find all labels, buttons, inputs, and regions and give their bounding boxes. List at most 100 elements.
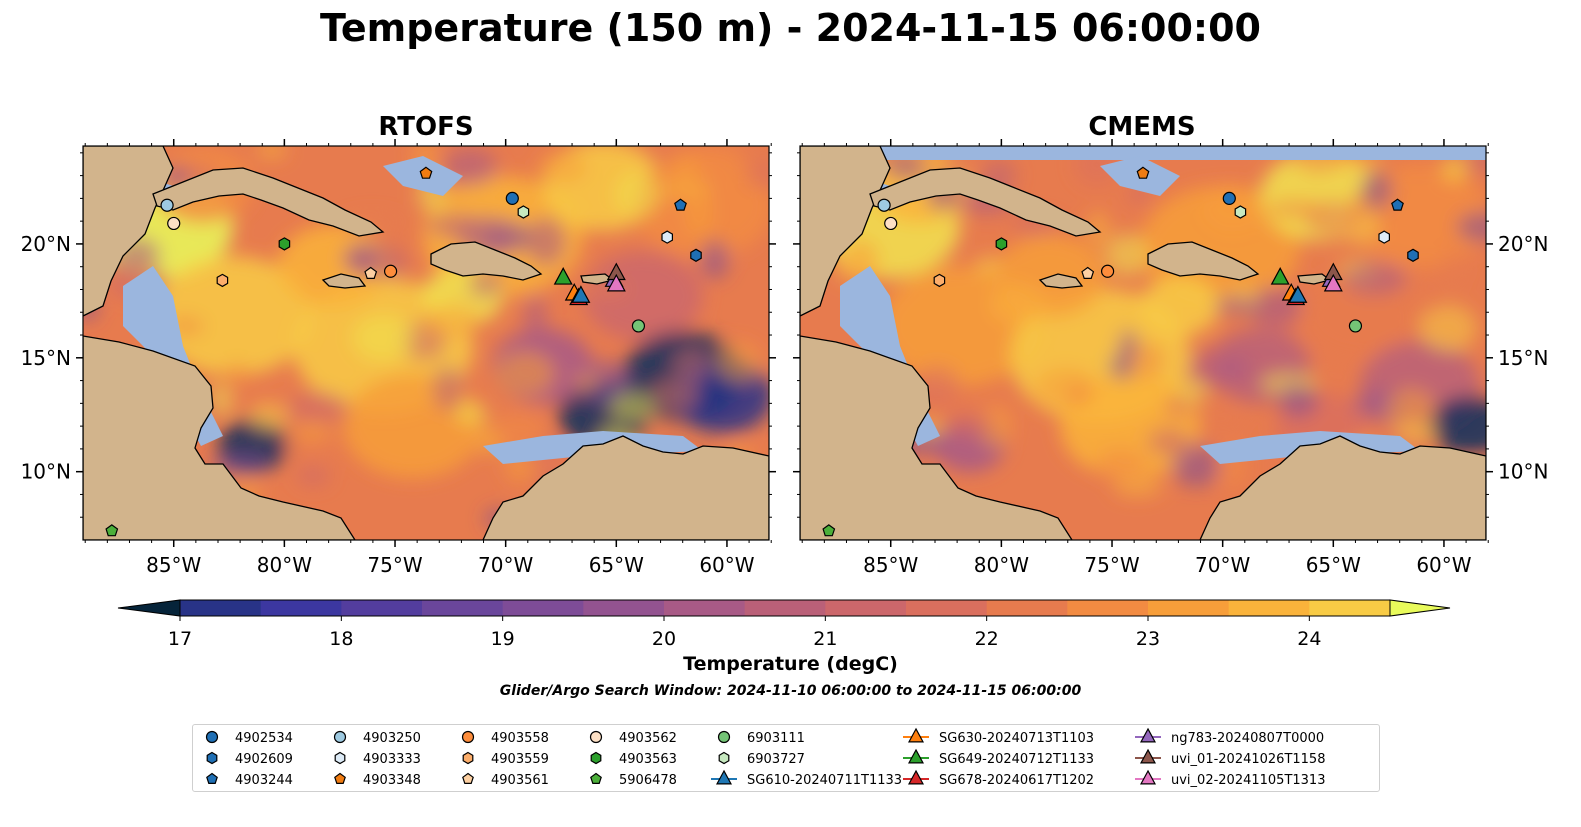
legend-entry: 4903250 [333, 730, 421, 746]
colorbar-max-extend [1389, 599, 1451, 617]
colorbar-bin [1228, 600, 1310, 616]
legend-entry: uvi_01-20241026T1158 [1135, 748, 1325, 767]
legend-label: 4903562 [619, 731, 677, 746]
legend-marker [206, 772, 218, 785]
colorbar-label: Temperature (degC) [683, 653, 898, 675]
colorbar-bin [502, 600, 584, 616]
float-marker-4902534 [505, 191, 519, 205]
float-marker-4903563 [995, 237, 1008, 251]
float-marker-5906478 [822, 524, 836, 537]
lon-tick-label: 65°W [1306, 553, 1361, 577]
colorbar-bin [825, 600, 907, 616]
lon-tick-label: 85°W [863, 553, 918, 577]
float-marker-4903244 [1391, 198, 1404, 211]
lon-tick-label: 75°W [367, 553, 422, 577]
legend-entry: 4903558 [461, 730, 549, 746]
colorbar-bin [1148, 600, 1230, 616]
float-marker-4903562 [884, 216, 898, 231]
legend-label: 4903561 [491, 773, 549, 788]
lon-tick-label: 70°W [478, 553, 533, 577]
lon-tick-label: 70°W [1195, 553, 1250, 577]
legend-marker [907, 769, 925, 785]
colorbar-bin [906, 600, 988, 616]
legend-label: SG630-20240713T1103 [939, 731, 1094, 746]
float-marker-4903559 [933, 273, 946, 288]
lat-tick-label: 10°N [21, 460, 71, 484]
float-marker-4903558 [383, 264, 398, 278]
legend-marker [462, 772, 474, 785]
colorbar-tick-label: 23 [1136, 628, 1160, 650]
legend-marker [206, 751, 218, 765]
legend-label: uvi_02-20241105T1313 [1171, 773, 1325, 788]
colorbar-tick-label: 19 [491, 628, 515, 650]
legend-label: SG610-20240711T1133 [747, 773, 902, 788]
legend-label: 5906478 [619, 773, 677, 788]
legend-entry: 4902534 [205, 730, 293, 746]
lat-tick-label: 10°N [1498, 460, 1548, 484]
lon-tick-label: 60°W [1416, 553, 1471, 577]
legend-label: 4902534 [235, 731, 293, 746]
colorbar-bin [744, 600, 826, 616]
legend-label: 4902609 [235, 752, 293, 767]
legend-marker [717, 730, 731, 744]
float-marker-6903111 [1348, 319, 1363, 333]
colorbar-tick-label: 17 [168, 628, 192, 650]
colorbar-tick-label: 20 [652, 628, 676, 650]
legend-entry: ng783-20240807T0000 [1135, 727, 1324, 746]
legend-marker [205, 730, 219, 744]
colorbar-bin [664, 600, 746, 616]
legend-entry: 4903244 [206, 772, 293, 788]
float-marker-4903559 [216, 273, 229, 288]
legend-marker [907, 727, 925, 743]
legend-marker [1139, 748, 1157, 764]
float-marker-6903727 [1234, 205, 1247, 219]
legend-marker [334, 772, 346, 785]
legend-label: 6903111 [747, 731, 805, 746]
legend-marker [462, 751, 474, 765]
legend-label: uvi_01-20241026T1158 [1171, 752, 1325, 767]
legend-marker [907, 748, 925, 764]
colorbar-min-extend [117, 599, 181, 617]
lon-tick-label: 80°W [974, 553, 1029, 577]
colorbar-bin [422, 600, 504, 616]
legend-entry: 4903333 [334, 751, 421, 767]
legend-marker [589, 730, 603, 744]
float-marker-4903250 [877, 198, 891, 212]
colorbar-tick-label: 22 [975, 628, 999, 650]
legend-marker [718, 751, 730, 765]
legend-label: SG678-20240617T1202 [939, 773, 1094, 788]
legend-label: 4903348 [363, 773, 421, 788]
legend-entry: 4903561 [462, 772, 549, 788]
float-marker-6903727 [517, 205, 530, 219]
legend-label: 4903558 [491, 731, 549, 746]
legend-marker [590, 751, 602, 765]
float-marker-SG610-20240711T1133 [571, 285, 591, 303]
legend-entry: 6903111 [717, 730, 805, 746]
float-marker-4903558 [1100, 264, 1115, 278]
float-marker-SG610-20240711T1133 [1288, 285, 1308, 303]
float-marker-4903562 [167, 216, 181, 231]
legend-entry: 5906478 [590, 772, 677, 788]
lat-tick-label: 15°N [1498, 346, 1548, 370]
legend-label: 4903244 [235, 773, 293, 788]
panel-title-cmems: CMEMS [1088, 112, 1196, 142]
float-marker-4903563 [278, 237, 291, 251]
search-window-caption: Glider/Argo Search Window: 2024-11-10 06… [499, 683, 1082, 699]
lon-tick-label: 85°W [146, 553, 201, 577]
colorbar-bin [986, 600, 1068, 616]
float-marker-SG649-20240712T1133 [1270, 267, 1290, 285]
legend-entry: SG610-20240711T1133 [711, 769, 902, 788]
lat-tick-label: 15°N [21, 346, 71, 370]
legend-label: SG649-20240712T1133 [939, 752, 1094, 767]
legend-label: 6903727 [747, 752, 805, 767]
legend-entry: SG678-20240617T1202 [903, 769, 1094, 788]
colorbar-tick-label: 24 [1297, 628, 1321, 650]
float-marker-4903333 [661, 230, 674, 244]
float-marker-SG649-20240712T1133 [553, 267, 573, 285]
legend-entry: 6903727 [718, 751, 805, 767]
colorbar-bin [1067, 600, 1149, 616]
legend-entry: 4902609 [206, 751, 293, 767]
colorbar-tick-label: 21 [813, 628, 837, 650]
float-marker-4903348 [419, 166, 433, 179]
float-marker-5906478 [105, 524, 119, 537]
